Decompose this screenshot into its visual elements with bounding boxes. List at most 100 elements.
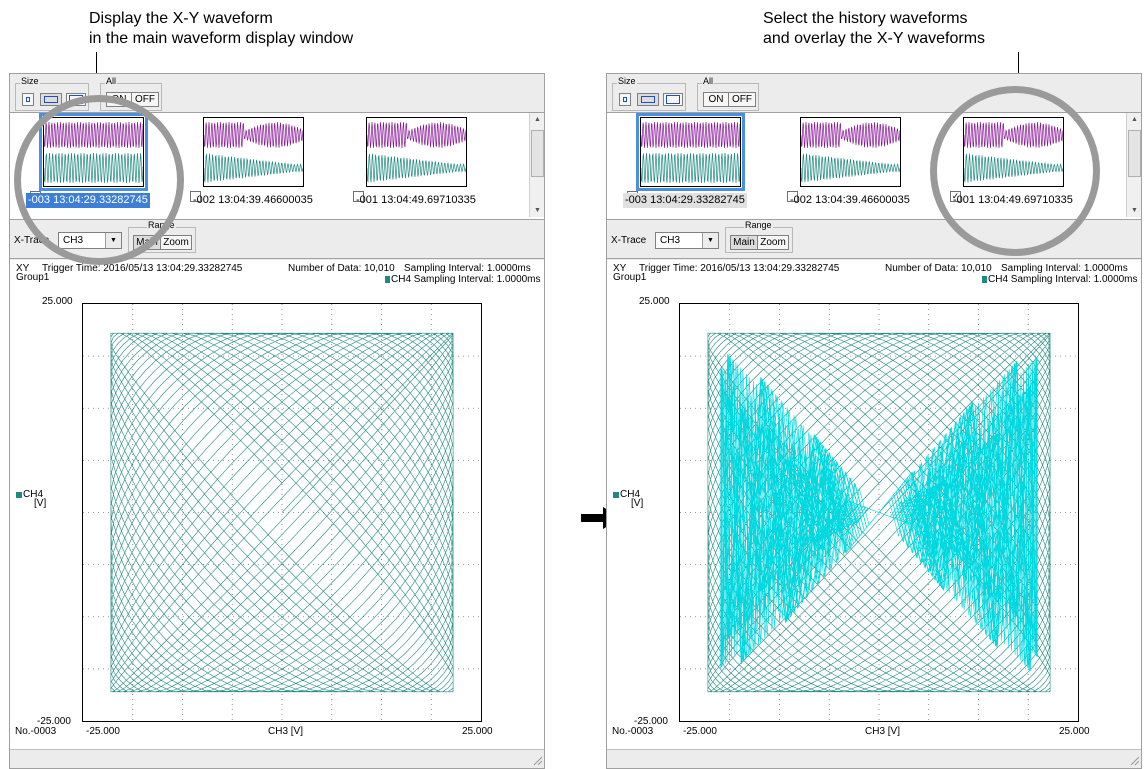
x-min-tick: -25.000	[683, 726, 717, 737]
history-checkbox[interactable]	[353, 191, 364, 202]
thumbnail-trace-top	[800, 121, 901, 149]
scrollbar-thumb[interactable]	[531, 130, 544, 177]
thumbnail-scrollbar[interactable]: ▲ ▼	[1126, 113, 1141, 217]
xy-mode-label: XY	[613, 263, 627, 274]
thumbnail-trace-bottom	[366, 153, 467, 183]
history-checkbox[interactable]	[190, 191, 201, 202]
xtrace-select[interactable]: CH3 ▼	[655, 232, 719, 249]
size-large-button[interactable]	[663, 93, 683, 106]
all-on-button[interactable]: ON	[703, 92, 729, 107]
history-checkbox[interactable]	[787, 191, 798, 202]
all-off-button[interactable]: OFF	[131, 92, 159, 107]
thumbnail-scrollbar[interactable]: ▲ ▼	[529, 113, 544, 217]
scroll-up-icon[interactable]: ▲	[534, 116, 541, 123]
sampling-interval: Sampling Interval: 1.0000ms	[404, 263, 531, 274]
size-small-button[interactable]	[22, 93, 34, 106]
xy-plot-svg	[680, 304, 1078, 721]
x-max-tick: 25.000	[1059, 726, 1090, 737]
thumbnail-trace-bottom	[800, 153, 901, 183]
xtrace-value: CH3	[660, 235, 681, 246]
size-medium-button[interactable]	[40, 93, 62, 106]
thumbnail-trace-top	[203, 121, 304, 149]
y-max-tick: 25.000	[42, 296, 73, 307]
x-axis-label: CH3 [V]	[865, 726, 901, 737]
caption-right-line1: Select the history waveforms	[763, 10, 968, 27]
main-waveform-display[interactable]: XY Group1 Trigger Time: 2016/05/13 13:04:2…	[10, 260, 544, 750]
history-timestamp[interactable]: -001 13:04:49.69710335	[356, 194, 476, 206]
range-group-label: Range	[744, 220, 773, 231]
thumbnail-trace-top	[640, 121, 741, 149]
ch4-swatch	[16, 492, 22, 498]
size-icon	[44, 96, 58, 103]
status-bar	[10, 749, 544, 768]
scrollbar-thumb[interactable]	[1128, 130, 1141, 177]
resize-grip-icon[interactable]	[1130, 756, 1140, 766]
xtrace-toolbar: X-Trace CH3 ▼ Range Main Zoom	[607, 220, 1141, 259]
ch4-sampling-interval: CH4 Sampling Interval: 1.0000ms	[988, 274, 1138, 285]
highlight-circle-right	[930, 86, 1100, 256]
x-axis-label: CH3 [V]	[268, 726, 304, 737]
record-number: No.-0003	[15, 726, 57, 737]
ch4-sampling-interval: CH4 Sampling Interval: 1.0000ms	[391, 274, 541, 285]
history-thumbnail[interactable]	[800, 117, 901, 187]
chevron-down-icon[interactable]: ▼	[702, 233, 718, 248]
size-group-label: Size	[20, 76, 40, 87]
highlight-circle-left	[14, 95, 184, 265]
ch4-swatch	[613, 492, 619, 498]
group-label: Group1	[613, 272, 647, 283]
all-group: All ON OFF	[697, 76, 759, 111]
history-thumbnail[interactable]	[203, 117, 304, 187]
caption-left-line2: in the main waveform display window	[89, 30, 354, 47]
all-off-button[interactable]: OFF	[728, 92, 756, 107]
y-channel-label: CH4	[620, 489, 641, 500]
thumbnail-waveform	[203, 121, 304, 183]
resize-grip-icon[interactable]	[533, 756, 543, 766]
range-zoom-button[interactable]: Zoom	[757, 235, 789, 250]
history-timestamp[interactable]: -002 13:04:39.46600035	[790, 194, 910, 206]
group-label: Group1	[16, 272, 50, 283]
x-min-tick: -25.000	[86, 726, 120, 737]
history-timestamp[interactable]: -003 13:04:29.33282745	[623, 193, 747, 208]
caption-right: Select the history waveforms and overlay…	[763, 9, 985, 49]
size-icon	[666, 95, 680, 104]
thumbnail-trace-bottom	[203, 153, 304, 183]
thumbnail-waveform	[800, 121, 901, 183]
xy-plot-svg	[83, 304, 481, 721]
xy-plot[interactable]	[679, 303, 1079, 722]
x-max-tick: 25.000	[462, 726, 493, 737]
xy-trace-overlay	[720, 354, 1038, 671]
range-main-button[interactable]: Main	[730, 235, 758, 250]
scroll-up-icon[interactable]: ▲	[1131, 116, 1138, 123]
size-small-button[interactable]	[619, 93, 631, 106]
y-min-tick: -25.000	[634, 716, 668, 727]
main-waveform-display[interactable]: XY Group1 Trigger Time: 2016/05/13 13:04:2…	[607, 260, 1141, 750]
range-group: Range Main Zoom	[725, 220, 793, 253]
record-number: No.-0003	[612, 726, 654, 737]
size-group: Size	[612, 76, 686, 111]
range-zoom-button[interactable]: Zoom	[160, 235, 192, 250]
history-thumbnail[interactable]	[366, 117, 467, 187]
size-medium-button[interactable]	[637, 93, 659, 106]
caption-right-leader	[1018, 52, 1019, 92]
caption-left: Display the X-Y waveform in the main wav…	[89, 9, 353, 49]
history-thumbnail[interactable]	[636, 113, 745, 191]
y-unit-label: [V]	[34, 498, 47, 509]
y-channel-label: CH4	[23, 489, 44, 500]
all-group-label: All	[702, 76, 715, 87]
thumbnail-waveform	[640, 121, 741, 184]
ch4-legend-swatch	[385, 276, 390, 283]
sampling-interval: Sampling Interval: 1.0000ms	[1001, 263, 1128, 274]
scroll-down-icon[interactable]: ▼	[534, 207, 541, 214]
xy-plot[interactable]	[82, 303, 482, 722]
caption-right-line2: and overlay the X-Y waveforms	[763, 30, 986, 47]
thumbnail-waveform	[366, 121, 467, 183]
size-icon	[26, 97, 30, 102]
scroll-down-icon[interactable]: ▼	[1131, 207, 1138, 214]
size-group-label: Size	[617, 76, 637, 87]
history-timestamp[interactable]: -002 13:04:39.46600035	[193, 194, 313, 206]
ch4-legend-swatch	[982, 276, 987, 283]
status-bar	[607, 749, 1141, 768]
thumbnail-trace-top	[366, 121, 467, 149]
number-of-data: Number of Data: 10,010	[288, 263, 395, 274]
